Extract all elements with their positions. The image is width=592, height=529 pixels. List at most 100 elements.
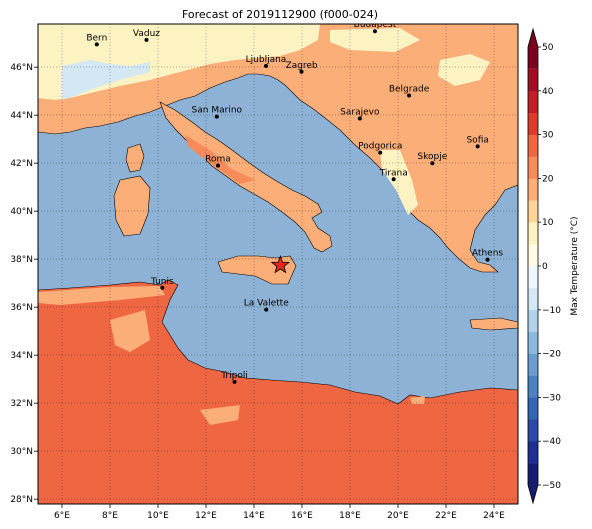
lat-tick-label: 46°N xyxy=(10,63,33,73)
city-label: Roma xyxy=(205,155,231,165)
land-alps-snow xyxy=(62,60,150,100)
colorbar-bin xyxy=(528,331,538,354)
land-africa-interior xyxy=(110,310,150,352)
lat-tick-label: 38°N xyxy=(10,255,33,265)
land-corsica xyxy=(125,143,145,173)
land-libya-patch2 xyxy=(410,396,425,404)
city-label: Zagreb xyxy=(285,61,317,71)
colorbar-bin xyxy=(528,244,538,267)
colorbar-bin xyxy=(528,178,538,201)
colorbar-bin xyxy=(528,156,538,179)
colorbar-tick-label: 30 xyxy=(542,131,554,141)
colorbar-tick-label: 20 xyxy=(542,174,554,184)
colorbar-bin xyxy=(528,463,538,503)
colorbar-bin xyxy=(528,29,538,69)
colorbar-tick-label: 0 xyxy=(542,262,548,272)
lat-tick-label: 34°N xyxy=(10,351,33,361)
lon-tick-label: 22°E xyxy=(435,511,457,521)
city-label: Tirana xyxy=(379,168,408,178)
city-label: Skopje xyxy=(417,152,447,162)
colorbar-bin xyxy=(528,112,538,135)
city-label: Belgrade xyxy=(389,85,430,95)
city-dot xyxy=(475,144,480,149)
city-label: Athens xyxy=(472,249,503,259)
colorbar-bin xyxy=(528,200,538,223)
land-libya-patch xyxy=(200,405,240,425)
latitude-ticks: 28°N 30°N 32°N 34°N 36°N 38°N 40°N 42°N 44°N 46°N xyxy=(10,63,38,505)
map-title: Forecast of 2019112900 (f000-024) xyxy=(182,8,378,21)
lon-tick-label: 24°E xyxy=(483,511,505,521)
lat-tick-label: 40°N xyxy=(10,207,33,217)
colorbar-tick-label: −10 xyxy=(542,306,561,316)
land-balkan-cool2 xyxy=(380,150,418,215)
lon-tick-label: 10°E xyxy=(147,511,169,521)
colorbar-bin xyxy=(528,68,538,92)
city-label: Tunis xyxy=(150,277,174,287)
colorbar-tick-label: 50 xyxy=(542,43,554,53)
colorbar-tick-label: −40 xyxy=(542,437,561,447)
colorbar-bin xyxy=(528,353,538,376)
colorbar-tick-label: −30 xyxy=(542,393,561,403)
city-label: San Marino xyxy=(192,106,243,116)
colorbar-bin xyxy=(528,397,538,420)
lon-tick-label: 8°E xyxy=(102,511,118,521)
location-marker xyxy=(270,255,291,274)
map-gridlines xyxy=(38,24,518,504)
land-europe xyxy=(38,24,518,273)
colorbar-label: Max Temperature (°C) xyxy=(570,216,580,315)
city-dot xyxy=(430,161,435,166)
colorbar: 50 40 30 20 10 0 −10 −20 −30 −40 −50 xyxy=(527,27,561,505)
colorbar-bin xyxy=(528,375,538,398)
city-dot xyxy=(264,307,269,312)
city-label: La Valette xyxy=(244,299,289,309)
land-balkan-cool xyxy=(438,54,490,86)
colorbar-bin xyxy=(528,441,538,464)
lon-tick-label: 14°E xyxy=(243,511,265,521)
city-dot xyxy=(357,116,362,121)
city-label: Bern xyxy=(86,33,107,43)
city-label: Sarajevo xyxy=(340,108,380,118)
lon-tick-label: 12°E xyxy=(195,511,217,521)
city-dot xyxy=(485,257,490,262)
city-label: Sofia xyxy=(466,135,488,145)
city-dot xyxy=(407,93,412,98)
lat-tick-label: 44°N xyxy=(10,111,33,121)
city-dot xyxy=(144,37,149,42)
city-dot xyxy=(214,114,219,119)
longitude-ticks: 6°E 8°E 10°E 12°E 14°E 16°E 18°E 20°E 22°E 24°E xyxy=(54,504,505,521)
colorbar-tick-label: −20 xyxy=(542,350,561,360)
city-dot xyxy=(216,163,220,168)
city-dot xyxy=(160,285,165,290)
land-sardinia xyxy=(113,175,151,237)
lat-tick-label: 28°N xyxy=(10,495,33,505)
lat-tick-label: 36°N xyxy=(10,303,33,313)
colorbar-tick-label: −50 xyxy=(542,481,561,491)
city-dot xyxy=(391,177,396,182)
lon-tick-label: 18°E xyxy=(339,511,361,521)
city-label: Podgorica xyxy=(358,142,402,152)
city-label: Budapest xyxy=(354,20,397,30)
colorbar-tick-label: 10 xyxy=(542,218,554,228)
city-label: Vaduz xyxy=(133,29,160,39)
city-label: Tripoli xyxy=(220,371,248,381)
lon-tick-label: 20°E xyxy=(387,511,409,521)
map-frame xyxy=(37,23,519,505)
city-dot xyxy=(94,42,99,47)
lat-tick-label: 42°N xyxy=(10,159,33,169)
land-italy-warm xyxy=(185,135,255,184)
city-dot xyxy=(299,69,304,74)
lat-tick-label: 32°N xyxy=(10,399,33,409)
city-dot xyxy=(378,150,383,155)
colorbar-bin xyxy=(528,419,538,442)
colorbar-bin xyxy=(528,222,538,245)
colorbar-bin xyxy=(528,309,538,332)
city-dot xyxy=(264,64,268,68)
city-dot xyxy=(232,379,237,384)
city-label: Ljubljana xyxy=(246,55,287,65)
land-hungary-cool xyxy=(330,28,420,52)
colorbar-bin xyxy=(528,134,538,157)
lon-tick-label: 6°E xyxy=(54,511,70,521)
